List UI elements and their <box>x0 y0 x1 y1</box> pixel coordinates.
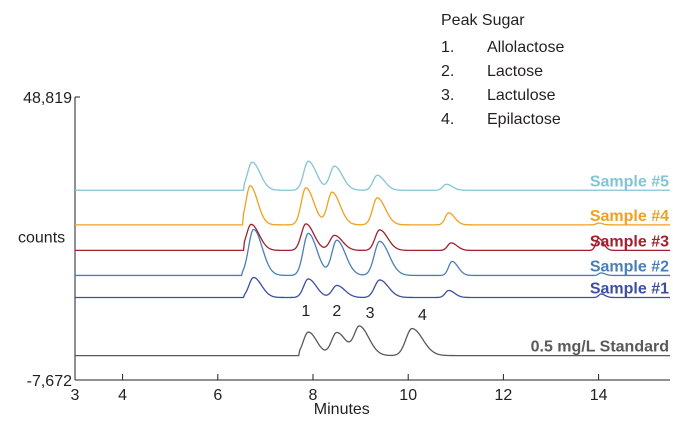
trace-sample-3 <box>75 223 670 252</box>
legend-entries: 1. Allolactose 2. Lactose 3. Lactulose 4. Epila… <box>441 39 564 128</box>
legend-title: Peak Sugar <box>441 12 525 29</box>
trace-sample-5 <box>75 160 670 191</box>
x-tick-label: 4 <box>118 387 127 404</box>
trace-sample-1 <box>75 276 670 299</box>
x-tick-label: 6 <box>213 387 222 404</box>
legend-entry-number: 3. <box>441 87 454 104</box>
peak-number-label: 2 <box>332 303 341 320</box>
peak-legend: Peak Sugar 1. Allolactose 2. Lactose 3. Lactu… <box>441 12 564 128</box>
axes <box>74 97 670 381</box>
series-label: Sample #1 <box>590 280 669 297</box>
peak-number-label: 4 <box>418 307 427 324</box>
series-label: Sample #4 <box>590 208 669 225</box>
x-tick-label: 12 <box>495 387 513 404</box>
trace-sample-4 <box>75 185 670 226</box>
series-label: 0.5 mg/L Standard <box>531 339 669 356</box>
trace-sample-2 <box>75 228 670 277</box>
x-axis-title: Minutes <box>314 401 370 418</box>
x-tick-label: 10 <box>399 387 417 404</box>
y-tick-label: -7,672 <box>27 373 72 390</box>
legend-entry-name: Epilactose <box>487 111 561 128</box>
legend-entry-number: 2. <box>441 63 454 80</box>
series-label: Sample #2 <box>590 258 669 275</box>
legend-entry-number: 4. <box>441 111 454 128</box>
y-tick-label: 48,819 <box>23 90 72 107</box>
x-tick-label: 3 <box>71 387 80 404</box>
peak-number-label: 1 <box>301 303 310 320</box>
legend-entry-name: Allolactose <box>487 39 564 56</box>
x-tick-label: 8 <box>309 387 318 404</box>
trace-group <box>75 160 670 357</box>
series-label-group: 0.5 mg/L Standard Sample #1 Sample #2 Sampl… <box>531 173 670 355</box>
trace-0-5-mg-l-standard <box>75 325 670 357</box>
y-axis-title: counts <box>18 230 65 247</box>
legend-entry-name: Lactose <box>487 63 543 80</box>
series-label: Sample #5 <box>590 173 669 190</box>
peak-number-label: 3 <box>366 305 375 322</box>
legend-entry-name: Lactulose <box>487 87 556 104</box>
legend-entry-number: 1. <box>441 39 454 56</box>
x-tick-label: 14 <box>590 387 608 404</box>
peak-label-group: 1 2 3 4 <box>301 303 427 324</box>
series-label: Sample #3 <box>590 233 669 250</box>
